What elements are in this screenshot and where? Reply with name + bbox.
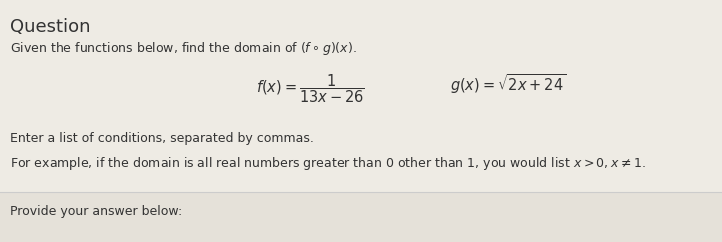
FancyBboxPatch shape	[0, 192, 722, 242]
Text: For example, if the domain is all real numbers greater than $0$ other than $1$, : For example, if the domain is all real n…	[10, 155, 645, 172]
Text: Enter a list of conditions, separated by commas.: Enter a list of conditions, separated by…	[10, 132, 314, 145]
Text: $f(x) = \dfrac{1}{13x-26}$: $f(x) = \dfrac{1}{13x-26}$	[256, 72, 365, 105]
Text: $g(x) = \sqrt{2x+24}$: $g(x) = \sqrt{2x+24}$	[450, 72, 566, 96]
Text: Provide your answer below:: Provide your answer below:	[10, 205, 182, 218]
Text: Given the functions below, find the domain of $(f \circ g)(x)$.: Given the functions below, find the doma…	[10, 40, 357, 57]
Text: Question: Question	[10, 18, 90, 36]
